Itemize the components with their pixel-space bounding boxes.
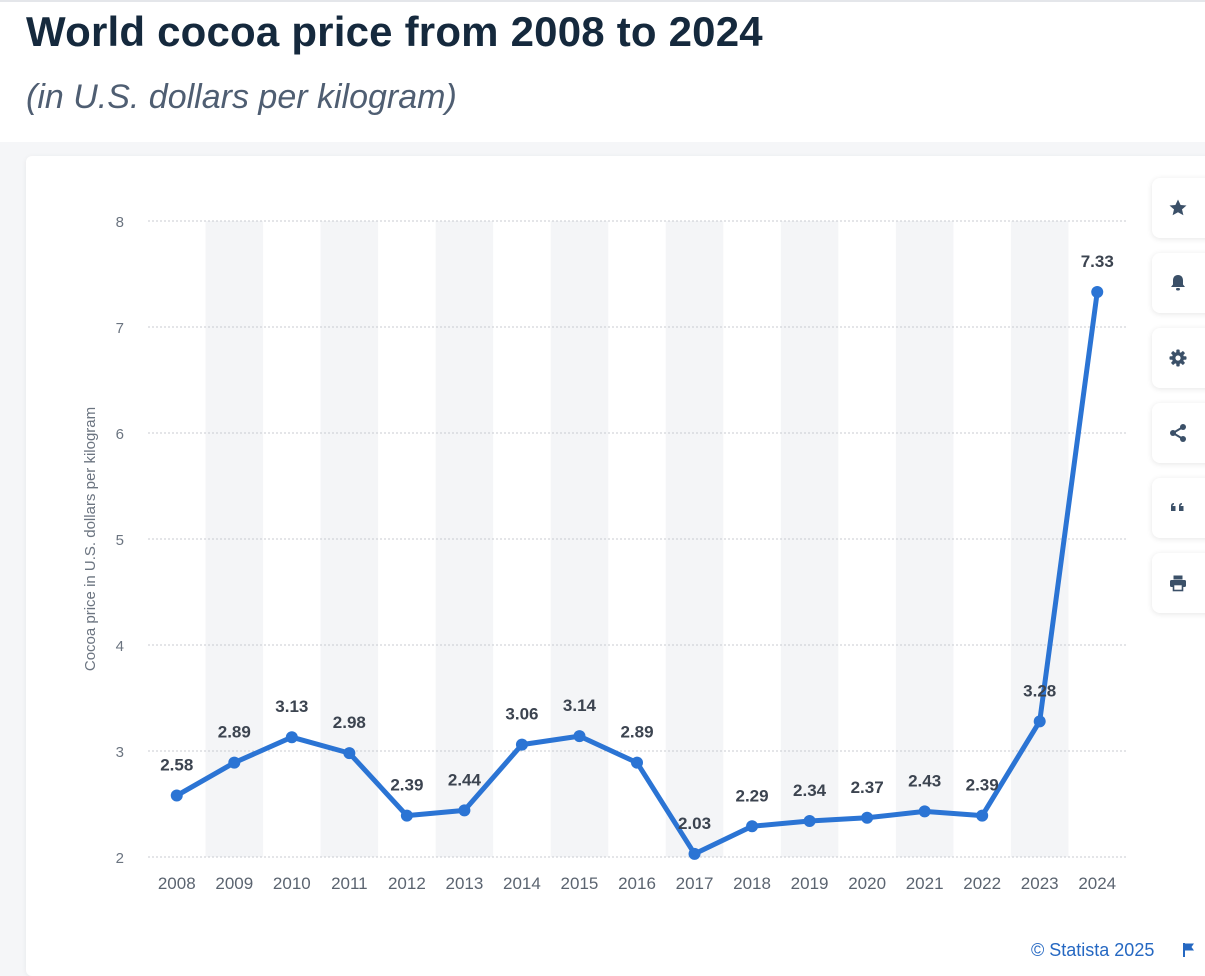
data-label: 2.34 bbox=[793, 781, 827, 800]
column-stripe bbox=[1010, 221, 1069, 857]
side-action-bar bbox=[1152, 178, 1205, 628]
data-label: 2.29 bbox=[736, 786, 769, 805]
x-tick-label: 2022 bbox=[963, 874, 1001, 893]
x-tick-label: 2016 bbox=[618, 874, 656, 893]
x-tick-label: 2008 bbox=[158, 874, 196, 893]
star-icon bbox=[1169, 199, 1187, 216]
data-point bbox=[285, 731, 298, 744]
statista-credit-link[interactable]: © Statista 2025 bbox=[1031, 940, 1155, 960]
column-stripe bbox=[550, 221, 609, 857]
y-tick-label: 5 bbox=[116, 532, 124, 549]
data-point bbox=[688, 847, 701, 860]
x-tick-label: 2014 bbox=[503, 874, 541, 893]
data-point bbox=[631, 756, 643, 769]
data-point bbox=[1091, 286, 1104, 299]
header: World cocoa price from 2008 to 2024 (in … bbox=[0, 2, 1205, 142]
data-point bbox=[918, 805, 931, 818]
data-point bbox=[803, 814, 816, 827]
y-tick-label: 4 bbox=[116, 638, 124, 655]
notification-button[interactable] bbox=[1152, 253, 1205, 313]
column-stripe bbox=[665, 221, 724, 857]
x-tick-label: 2023 bbox=[1021, 874, 1059, 893]
settings-button[interactable] bbox=[1152, 328, 1205, 388]
x-tick-label: 2011 bbox=[331, 874, 368, 893]
data-point bbox=[976, 809, 989, 822]
data-label: 2.37 bbox=[851, 778, 884, 797]
data-label: 3.14 bbox=[563, 696, 597, 715]
data-label: 3.06 bbox=[505, 705, 538, 724]
line-chart: 2 3 4 5 6 7 8 2008 2009 2010 2011 2012 2013 2014 2015 2… bbox=[82, 214, 1126, 893]
x-tick-label: 2021 bbox=[906, 874, 944, 893]
x-tick-label: 2019 bbox=[791, 874, 829, 893]
x-tick-label: 2020 bbox=[848, 874, 886, 893]
y-tick-label: 3 bbox=[116, 744, 124, 761]
data-point bbox=[170, 789, 183, 802]
y-tick-label: 7 bbox=[116, 320, 124, 337]
data-label: 2.43 bbox=[908, 771, 941, 790]
y-tick-label: 2 bbox=[116, 850, 124, 867]
share-button[interactable] bbox=[1152, 403, 1205, 463]
data-point bbox=[228, 756, 241, 769]
data-point bbox=[573, 730, 586, 743]
x-tick-label: 2013 bbox=[445, 874, 483, 893]
printer-icon bbox=[1170, 575, 1186, 592]
data-label: 2.39 bbox=[966, 776, 999, 795]
data-label: 2.98 bbox=[333, 713, 366, 732]
x-tick-label: 2009 bbox=[215, 874, 253, 893]
data-label: 2.89 bbox=[218, 723, 251, 742]
data-point bbox=[861, 811, 874, 824]
data-label: 3.28 bbox=[1023, 681, 1056, 700]
print-button[interactable] bbox=[1152, 553, 1205, 613]
series-line bbox=[174, 289, 1100, 857]
data-label: 2.89 bbox=[620, 723, 653, 742]
x-tick-label: 2010 bbox=[273, 874, 311, 893]
data-point bbox=[1033, 715, 1046, 728]
flag-icon[interactable] bbox=[1182, 942, 1196, 958]
y-tick-label: 6 bbox=[116, 426, 124, 443]
bell-icon bbox=[1171, 275, 1185, 291]
top-border bbox=[0, 0, 1205, 2]
x-tick-label: 2024 bbox=[1078, 874, 1116, 893]
data-point bbox=[400, 809, 413, 822]
x-tick-label: 2012 bbox=[388, 874, 426, 893]
y-axis-title: Cocoa price in U.S. dollars per kilogram bbox=[82, 407, 99, 671]
cite-button[interactable] bbox=[1152, 478, 1205, 538]
data-label: 2.39 bbox=[390, 776, 423, 795]
data-point bbox=[746, 820, 759, 833]
data-label: 7.33 bbox=[1081, 252, 1114, 271]
x-tick-label: 2018 bbox=[733, 874, 771, 893]
page-title: World cocoa price from 2008 to 2024 bbox=[26, 8, 763, 55]
y-tick-label: 8 bbox=[116, 214, 124, 231]
quote-icon bbox=[1171, 503, 1184, 511]
data-point bbox=[343, 747, 356, 760]
x-tick-label: 2017 bbox=[676, 874, 714, 893]
favorite-button[interactable] bbox=[1152, 178, 1205, 238]
page-subtitle: (in U.S. dollars per kilogram) bbox=[26, 78, 457, 116]
data-point bbox=[458, 804, 471, 817]
data-label: 2.03 bbox=[678, 814, 711, 833]
data-label: 2.58 bbox=[160, 756, 193, 775]
x-tick-label: 2015 bbox=[561, 874, 599, 893]
gear-icon bbox=[1169, 349, 1187, 367]
data-point bbox=[515, 738, 528, 751]
data-label: 2.44 bbox=[448, 770, 482, 789]
share-icon bbox=[1170, 424, 1186, 442]
data-label: 3.13 bbox=[275, 697, 308, 716]
